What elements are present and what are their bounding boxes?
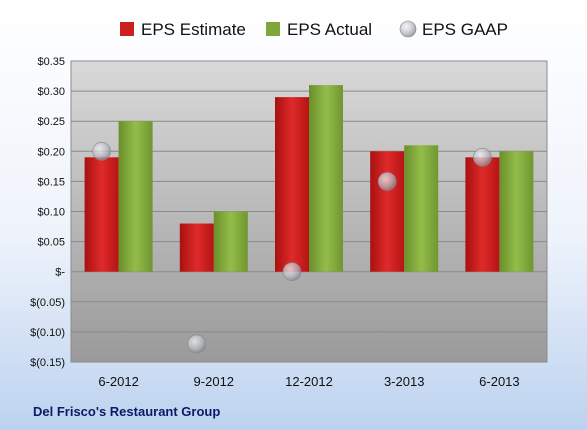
eps-estimate-legend-label: EPS Estimate: [141, 20, 246, 39]
eps-gaap-marker: [92, 142, 111, 161]
eps-actual-bar: [213, 211, 248, 272]
eps-gaap-marker: [377, 172, 397, 191]
eps-gaap-marker: [473, 148, 492, 167]
eps-actual-legend-swatch: [266, 22, 280, 36]
y-tick-label: $0.05: [37, 237, 65, 249]
y-tick-label: $0.35: [37, 56, 65, 68]
eps-estimate-bar: [370, 151, 405, 272]
y-tick-label: $(0.15): [30, 357, 65, 369]
eps-actual-bar: [404, 145, 439, 272]
gaap-markers-layer: [92, 142, 492, 354]
y-tick-label: $(0.10): [30, 327, 65, 339]
eps-estimate-legend-swatch: [120, 22, 134, 36]
eps-gaap-marker: [187, 334, 207, 354]
x-category-label: 6-2013: [479, 374, 519, 389]
eps-gaap-legend-label: EPS GAAP: [422, 20, 508, 39]
eps-gaap-marker: [282, 262, 302, 282]
eps-actual-bar: [309, 85, 343, 272]
eps-actual-legend-label: EPS Actual: [287, 20, 372, 39]
x-category-label: 12-2012: [285, 374, 333, 389]
y-tick-label: $-: [55, 267, 65, 279]
x-category-label: 6-2012: [98, 374, 138, 389]
x-axis-labels: 6-2012 9-2012 12-2012 3-2013 6-2013: [98, 374, 519, 389]
eps-estimate-bar: [179, 223, 214, 272]
eps-estimate-bar: [275, 97, 309, 272]
x-category-label: 3-2013: [384, 374, 424, 389]
eps-gaap-legend-swatch: [399, 20, 417, 38]
eps-actual-bar: [118, 121, 153, 272]
bars-layer: [84, 85, 534, 272]
y-tick-label: $0.30: [37, 86, 65, 98]
y-tick-label: $0.20: [37, 146, 65, 158]
y-tick-label: $0.15: [37, 176, 65, 188]
x-category-label: 9-2012: [194, 374, 234, 389]
footer-company-name: Del Frisco's Restaurant Group: [33, 404, 220, 419]
legend: EPS Estimate EPS Actual EPS GAAP: [120, 20, 508, 39]
y-tick-label: $(0.05): [30, 297, 65, 309]
eps-estimate-bar: [465, 157, 500, 272]
y-tick-label: $0.10: [37, 207, 65, 219]
y-axis-ticks: $0.35 $0.30 $0.25 $0.20 $0.15 $0.10 $0.05 $- $(0…: [30, 56, 65, 369]
eps-estimate-bar: [84, 157, 119, 272]
y-tick-label: $0.25: [37, 116, 65, 128]
eps-actual-bar: [499, 151, 534, 272]
